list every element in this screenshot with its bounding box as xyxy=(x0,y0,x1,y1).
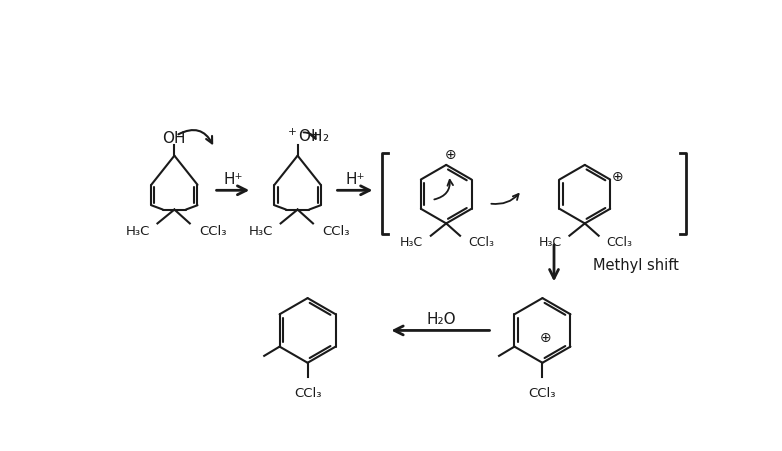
Text: H₂O: H₂O xyxy=(426,312,456,327)
Text: ⊕: ⊕ xyxy=(540,330,551,344)
Text: Methyl shift: Methyl shift xyxy=(593,258,678,273)
Text: ⊕: ⊕ xyxy=(612,170,624,184)
Text: CCl₃: CCl₃ xyxy=(322,224,350,237)
Text: H₃C: H₃C xyxy=(400,236,423,249)
Text: H₃C: H₃C xyxy=(249,224,273,237)
Text: CCl₃: CCl₃ xyxy=(529,386,556,399)
Text: CCl₃: CCl₃ xyxy=(199,224,227,237)
Text: H⁺: H⁺ xyxy=(346,172,365,187)
Text: H₃C: H₃C xyxy=(539,236,561,249)
Text: CCl₃: CCl₃ xyxy=(468,236,493,249)
Text: OH: OH xyxy=(162,130,185,145)
Text: CCl₃: CCl₃ xyxy=(606,236,633,249)
Text: CCl₃: CCl₃ xyxy=(294,386,321,399)
Text: ⊕: ⊕ xyxy=(445,148,457,162)
Text: H⁺: H⁺ xyxy=(223,172,242,187)
Text: $^+$OH₂: $^+$OH₂ xyxy=(285,128,329,145)
Text: H₃C: H₃C xyxy=(125,224,150,237)
